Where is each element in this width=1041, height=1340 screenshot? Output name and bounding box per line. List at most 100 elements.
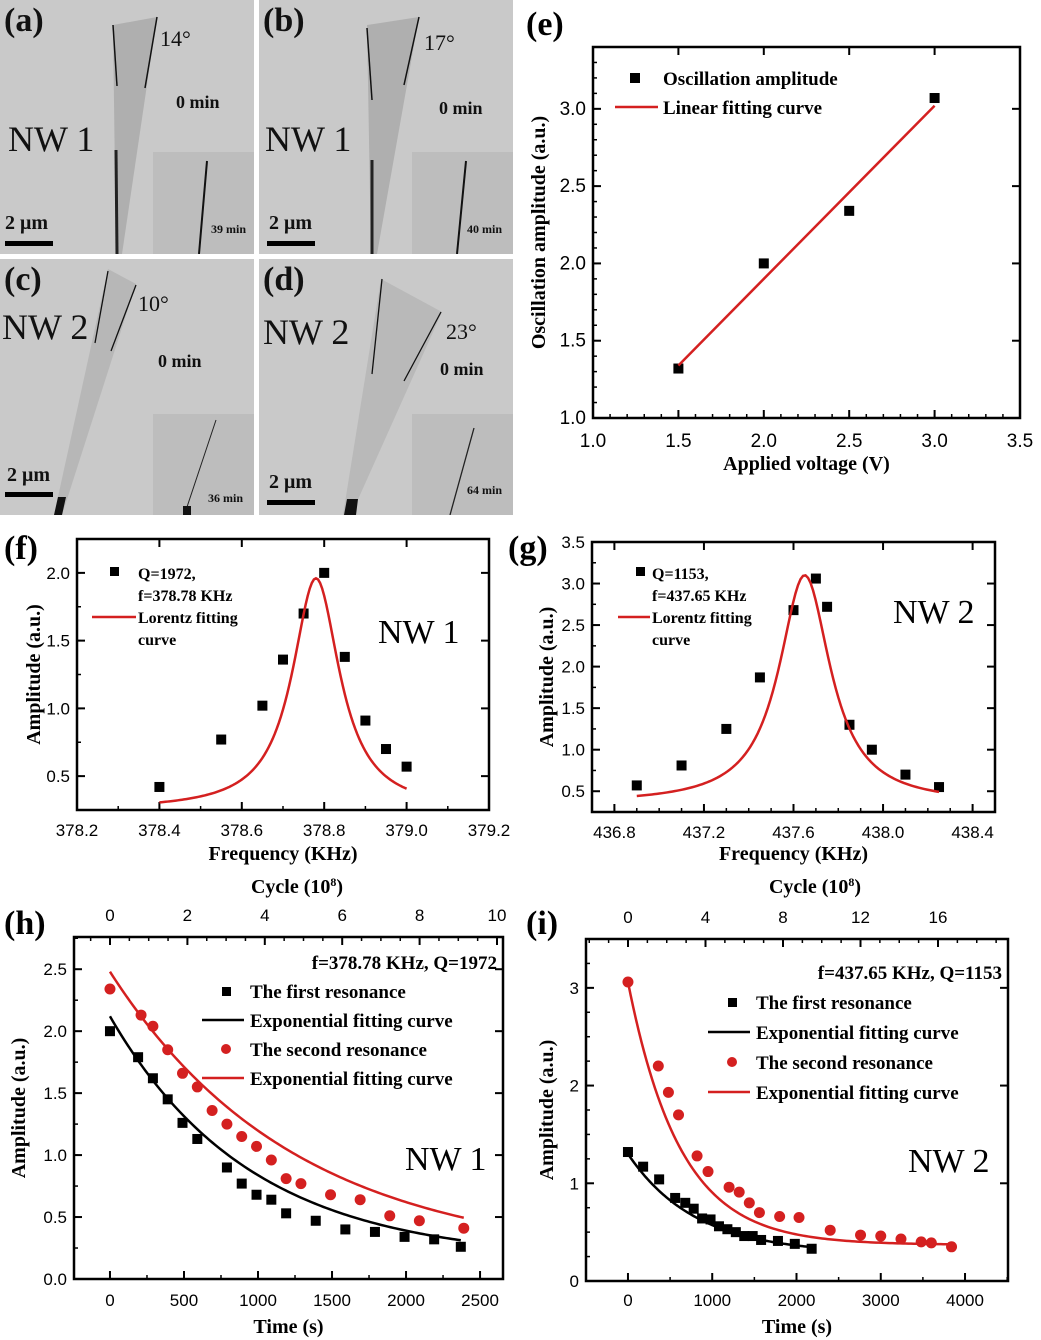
nanowire-wedge-graphic bbox=[366, 16, 420, 254]
x2-tick-label: 4 bbox=[701, 908, 710, 927]
data-point-square bbox=[104, 1026, 115, 1037]
scale-bar-label: 2 μm bbox=[7, 464, 50, 486]
x-tick-label: 437.6 bbox=[772, 823, 815, 842]
x2-tick-label: 10 bbox=[488, 906, 507, 925]
data-point-circle bbox=[733, 1186, 745, 1198]
inset-micrograph bbox=[153, 414, 254, 515]
y-tick-label: 1.5 bbox=[561, 699, 585, 718]
legend-title: f=378.78 KHz, Q=1972 bbox=[312, 953, 497, 974]
time-main-label: 0 min bbox=[176, 92, 220, 112]
legend-marker-circle bbox=[221, 1044, 231, 1054]
legend-label: curve bbox=[652, 632, 690, 649]
data-point-square bbox=[697, 1213, 708, 1224]
y-tick-label: 0.5 bbox=[46, 767, 70, 786]
data-point-square bbox=[251, 1189, 262, 1200]
data-point-square bbox=[673, 363, 684, 374]
chart-h: 0 500 1000 1500 2000 2500 0.0 0.5 1.0 1.5 2.0 2.5 0 2… bbox=[8, 875, 506, 1338]
y-tick-label: 0 bbox=[570, 1272, 579, 1291]
data-point-square bbox=[670, 1192, 681, 1203]
data-point-square bbox=[713, 1221, 724, 1232]
y-tick-label: 2.5 bbox=[561, 616, 585, 635]
data-point-square bbox=[730, 1227, 741, 1238]
data-point-square bbox=[360, 715, 371, 726]
data-point-square bbox=[929, 93, 940, 104]
legend-label: Exponential fitting curve bbox=[250, 1069, 453, 1090]
inset-micrograph bbox=[412, 414, 513, 515]
nanowire-label: NW 1 bbox=[265, 119, 352, 159]
legend: Oscillation amplitude Linear fitting curv… bbox=[615, 69, 838, 119]
legend-title: f=437.65 KHz, Q=1153 bbox=[818, 963, 1002, 984]
legend-label: The second resonance bbox=[756, 1053, 933, 1074]
fit-curve bbox=[636, 574, 940, 798]
panel-label-g: (g) bbox=[508, 530, 548, 567]
scale-bar-label: 2 μm bbox=[269, 471, 312, 493]
data-point-circle bbox=[793, 1211, 805, 1223]
data-point-circle bbox=[236, 1131, 248, 1142]
data-point-square bbox=[772, 1235, 783, 1246]
x-tick-label: 1500 bbox=[313, 1291, 351, 1310]
fit-curve bbox=[677, 104, 936, 367]
legend-label: f=378.78 KHz bbox=[138, 588, 232, 605]
scale-bar bbox=[5, 241, 53, 246]
angle-label: 10° bbox=[138, 291, 169, 316]
data-point-square bbox=[631, 780, 642, 791]
x2-tick-label: 16 bbox=[929, 908, 948, 927]
legend: f=437.65 KHz, Q=1153 The first resonance E… bbox=[708, 963, 1002, 1104]
y-tick-label: 2 bbox=[570, 1077, 579, 1096]
scale-bar-label: 2 μm bbox=[5, 212, 48, 234]
scale-bar bbox=[267, 500, 315, 505]
y-tick-label: 1 bbox=[570, 1174, 579, 1193]
legend-label: f=437.65 KHz bbox=[652, 588, 746, 605]
scale-bar bbox=[5, 492, 53, 497]
data-point-square bbox=[721, 723, 732, 734]
data-point-circle bbox=[915, 1236, 927, 1248]
data-point-square bbox=[747, 1231, 758, 1242]
y-tick-label: 3.0 bbox=[561, 575, 585, 594]
y-tick-label: 1.5 bbox=[43, 1084, 67, 1103]
data-point-square bbox=[900, 769, 911, 780]
panel-label-f: (f) bbox=[4, 530, 38, 567]
x-tick-label: 2.0 bbox=[751, 431, 777, 452]
data-point-circle bbox=[702, 1166, 714, 1178]
legend: f=378.78 KHz, Q=1972 The first resonance E… bbox=[202, 953, 497, 1090]
data-point-circle bbox=[354, 1194, 366, 1206]
data-point-square bbox=[789, 1238, 800, 1249]
panel-label: (b) bbox=[263, 2, 305, 39]
x2-axis-label: Cycle (108) bbox=[769, 875, 861, 898]
data-point-square bbox=[257, 700, 268, 711]
y-axis-label: Amplitude (a.u.) bbox=[536, 607, 558, 748]
legend-marker-circle bbox=[727, 1057, 737, 1067]
x-tick-label: 379.2 bbox=[468, 821, 511, 840]
fit-curve bbox=[626, 981, 952, 1246]
x-tick-label: 3.5 bbox=[1007, 431, 1033, 452]
x-axis-label: Frequency (KHz) bbox=[719, 843, 868, 865]
y-tick-label: 3.5 bbox=[561, 533, 585, 552]
x-tick-label: 437.2 bbox=[683, 823, 726, 842]
angle-label: 23° bbox=[446, 319, 477, 344]
tem-panel-d: (d) NW 2 23° 0 min 64 min 2 μm bbox=[259, 259, 513, 515]
x-tick-label: 378.2 bbox=[56, 821, 99, 840]
legend-label: Exponential fitting curve bbox=[756, 1083, 959, 1104]
data-point-square bbox=[340, 1224, 351, 1235]
data-point-square bbox=[680, 1197, 691, 1208]
x-tick-label: 2000 bbox=[778, 1291, 816, 1310]
y-tick-label: 1.0 bbox=[561, 741, 585, 760]
x-tick-label: 378.8 bbox=[303, 821, 346, 840]
panel-label-i: (i) bbox=[526, 905, 558, 942]
data-point-circle bbox=[265, 1154, 277, 1166]
data-point-circle bbox=[177, 1067, 189, 1079]
y-tick-label: 2.0 bbox=[46, 564, 70, 583]
data-point-square bbox=[221, 1162, 232, 1173]
x-tick-label: 436.8 bbox=[593, 823, 636, 842]
legend-label: Exponential fitting curve bbox=[250, 1011, 453, 1032]
time-inset-label: 36 min bbox=[208, 491, 244, 505]
legend-marker-square bbox=[636, 567, 645, 576]
data-point-square bbox=[705, 1214, 716, 1225]
data-point-square bbox=[722, 1224, 733, 1235]
data-point-circle bbox=[673, 1109, 685, 1121]
legend-marker-square bbox=[728, 998, 737, 1007]
chart-f: 378.2 378.4 378.6 378.8 379.0 379.2 0.5 1.0 1.5 2… bbox=[23, 537, 511, 865]
x-tick-label: 378.6 bbox=[221, 821, 264, 840]
data-point-square bbox=[266, 1194, 277, 1205]
